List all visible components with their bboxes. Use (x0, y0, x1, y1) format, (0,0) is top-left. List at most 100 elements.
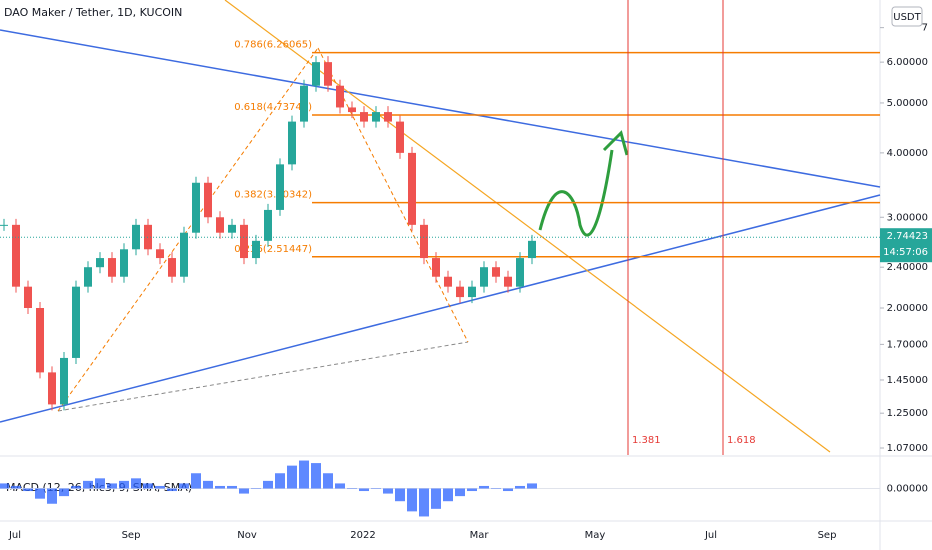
candle (216, 217, 224, 233)
macd-bar (311, 463, 321, 489)
projection-label: 1.381 (632, 435, 661, 446)
currency-button[interactable] (891, 6, 923, 27)
candle (252, 240, 260, 259)
macd-bar (335, 483, 345, 489)
candle (300, 85, 308, 122)
macd-bar (143, 483, 153, 489)
macd-bar (155, 485, 165, 489)
candle (96, 258, 104, 268)
fib-label: 0.236(2.51447) (234, 244, 312, 255)
candle (84, 267, 92, 287)
fib-label: 0.786(6.26065) (234, 40, 312, 51)
x-tick-label: 2022 (350, 530, 375, 541)
x-tick-label: Nov (237, 530, 257, 541)
y-tick-label: 2.00000 (887, 303, 928, 314)
macd-bar (59, 488, 69, 497)
y-tick-label: 1.07000 (887, 443, 928, 454)
x-tick-label: Sep (818, 530, 837, 541)
y-tick-label: 6.00000 (887, 57, 928, 68)
candle (264, 209, 272, 241)
macd-bar (119, 480, 129, 489)
candle (372, 112, 380, 122)
y-tick-label: 3.00000 (887, 212, 928, 223)
candle (276, 164, 284, 210)
candle (24, 286, 32, 309)
x-tick-label: Sep (122, 530, 141, 541)
candle (336, 85, 344, 108)
trendline (0, 29, 881, 188)
projection-arrow (538, 149, 614, 237)
macd-bar (443, 488, 453, 502)
macd-bar (383, 488, 393, 494)
macd-bar (215, 485, 225, 489)
candle (48, 372, 56, 405)
arrow-head (602, 130, 629, 156)
candle (144, 224, 152, 250)
macd-bar (179, 483, 189, 489)
candle (408, 152, 416, 225)
last-price-label: 2.74423 (887, 231, 928, 242)
macd-bar (467, 488, 477, 492)
candle (228, 224, 236, 233)
y-tick-label: 4.00000 (887, 148, 928, 159)
macd-bar (359, 488, 369, 492)
trendline (0, 194, 881, 423)
candle (288, 121, 296, 165)
macd-bar (227, 485, 237, 489)
macd-bar (47, 488, 57, 504)
macd-bar (275, 473, 285, 489)
candle (108, 258, 116, 277)
macd-bar (107, 483, 117, 489)
candle (192, 182, 200, 233)
y-tick-label: 5.00000 (887, 98, 928, 109)
candle (348, 107, 356, 113)
macd-bar (83, 480, 93, 489)
macd-bar (71, 485, 81, 489)
fib-label: 0.382(3.20342) (234, 190, 312, 201)
candle (132, 224, 140, 250)
candle (180, 232, 188, 277)
candle (60, 357, 68, 405)
macd-bar (515, 485, 525, 489)
candle (156, 249, 164, 259)
fib-label: 0.618(4.73744) (234, 102, 312, 113)
candle (360, 112, 368, 122)
candle (444, 276, 452, 287)
candle (492, 267, 500, 277)
macd-bar (263, 480, 273, 489)
candle (36, 308, 44, 373)
candle (120, 249, 128, 277)
fib-base (57, 341, 469, 412)
candle (12, 224, 20, 287)
countdown-label: 14:57:06 (883, 247, 928, 258)
x-tick-label: Mar (470, 530, 490, 541)
macd-bar (299, 460, 309, 489)
macd-bar (407, 488, 417, 512)
x-tick-label: May (585, 530, 606, 541)
macd-bar (347, 488, 357, 489)
candle (240, 224, 248, 259)
candle (504, 276, 512, 287)
y-tick-label: 7 (922, 23, 928, 34)
currency-label[interactable]: USDT (893, 12, 921, 23)
x-tick-label: Jul (8, 530, 21, 541)
macd-bar (239, 488, 249, 494)
macd-bar (371, 488, 381, 489)
chart-title: DAO Maker / Tether, 1D, KUCOIN (4, 6, 182, 19)
macd-bar (491, 488, 501, 489)
candle (420, 224, 428, 259)
macd-bar (35, 488, 45, 499)
candle (396, 121, 404, 153)
candle (324, 62, 332, 86)
macd-bar (323, 473, 333, 489)
candle (168, 258, 176, 277)
candle (0, 224, 8, 226)
candle (72, 286, 80, 358)
y-tick-label: 1.45000 (887, 375, 928, 386)
macd-bar (503, 488, 513, 492)
y-tick-label: 2.40000 (887, 262, 928, 273)
macd-bar (479, 485, 489, 489)
candle (480, 267, 488, 287)
